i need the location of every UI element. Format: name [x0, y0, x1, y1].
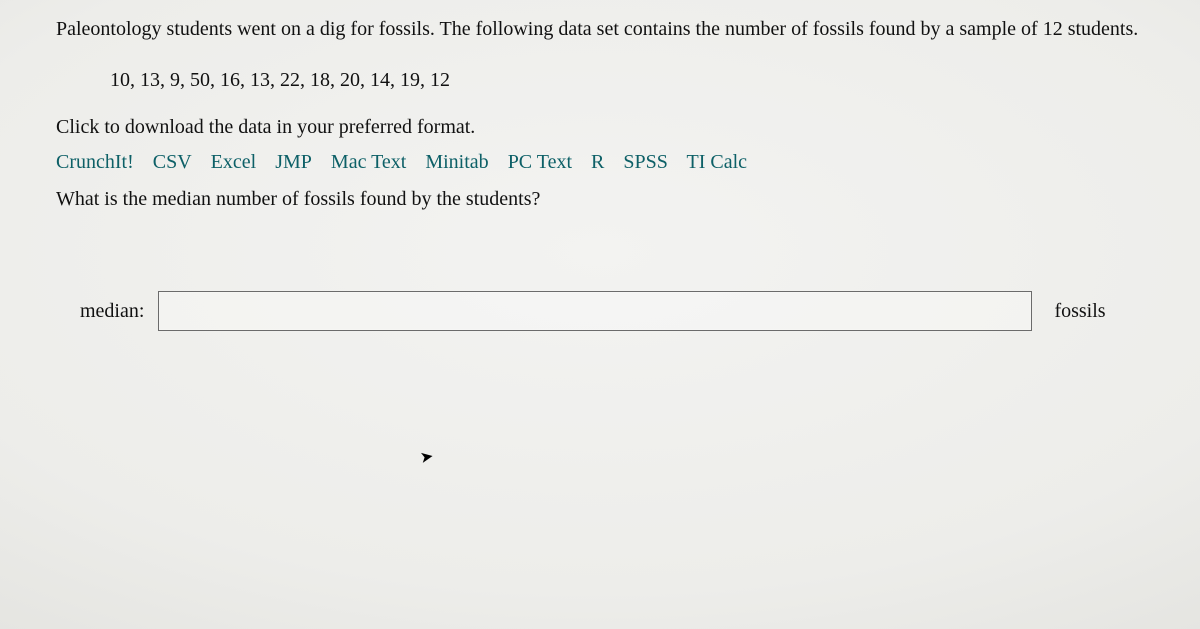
link-mactext[interactable]: Mac Text — [331, 151, 406, 173]
link-crunchit[interactable]: CrunchIt! — [56, 151, 134, 173]
format-links: CrunchIt! CSV Excel JMP Mac Text Minitab… — [56, 151, 1164, 174]
link-ticalc[interactable]: TI Calc — [687, 151, 748, 173]
link-jmp[interactable]: JMP — [275, 151, 312, 173]
link-minitab[interactable]: Minitab — [425, 151, 488, 173]
answer-label: median: — [80, 300, 144, 323]
link-r[interactable]: R — [591, 151, 604, 173]
link-csv[interactable]: CSV — [153, 151, 192, 173]
data-set: 10, 13, 9, 50, 16, 13, 22, 18, 20, 14, 1… — [110, 69, 1164, 92]
question-panel: Paleontology students went on a dig for … — [56, 8, 1164, 611]
problem-intro: Paleontology students went on a dig for … — [56, 14, 1164, 45]
answer-row: median: fossils — [80, 291, 1164, 331]
link-excel[interactable]: Excel — [211, 151, 257, 173]
median-input[interactable] — [158, 291, 1032, 331]
link-pctext[interactable]: PC Text — [508, 151, 572, 173]
download-instruction: Click to download the data in your prefe… — [56, 116, 1164, 139]
link-spss[interactable]: SPSS — [623, 151, 668, 173]
question: What is the median number of fossils fou… — [56, 188, 1164, 211]
answer-unit: fossils — [1054, 300, 1105, 323]
